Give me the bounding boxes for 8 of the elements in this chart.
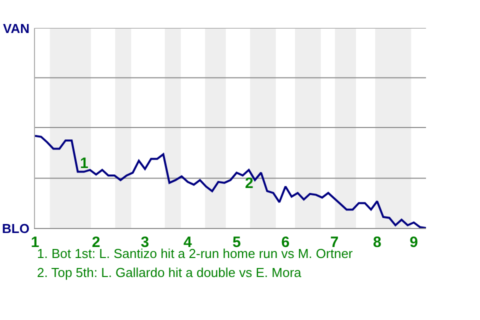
text: BLO bbox=[2, 221, 30, 236]
annotation: 1 bbox=[80, 155, 88, 172]
text: 2. Top 5th: L. Gallardo hit a double vs E. Mora bbox=[37, 265, 302, 280]
x-tick-label: 8 bbox=[372, 234, 382, 251]
x-tick-label: 1 bbox=[30, 234, 40, 251]
x-tick-label: 9 bbox=[410, 234, 418, 251]
annotation: 2 bbox=[245, 175, 254, 192]
text: VAN bbox=[3, 21, 30, 36]
